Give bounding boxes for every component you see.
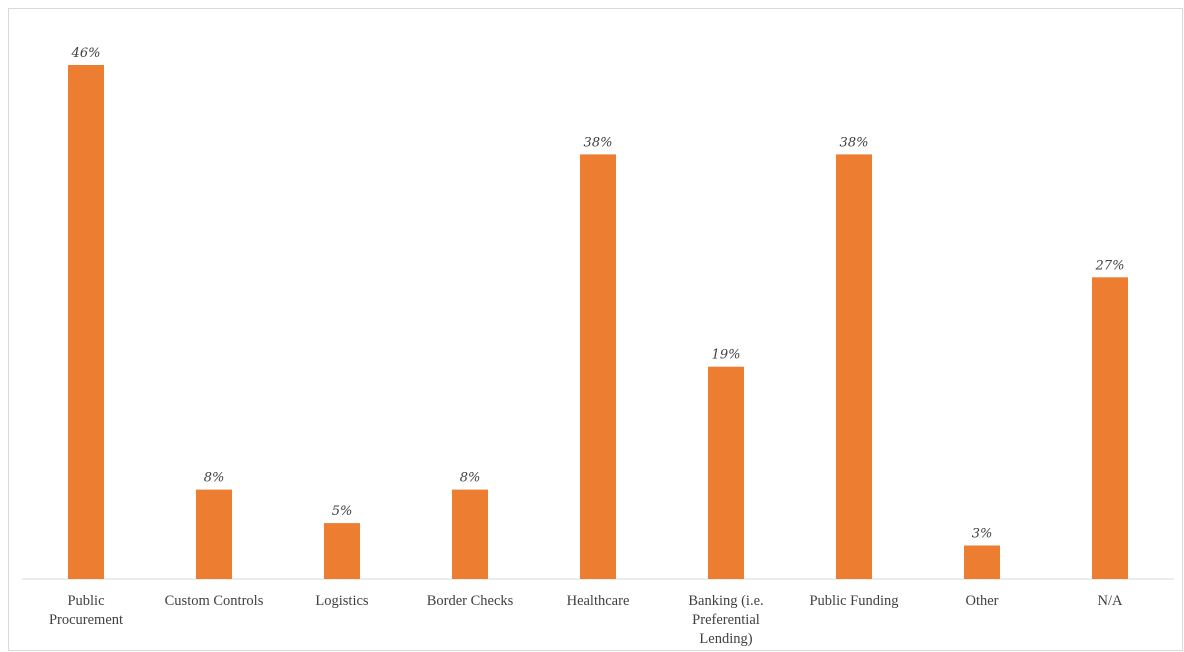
category-label-line: Custom Controls xyxy=(165,593,264,609)
bar xyxy=(68,65,104,579)
category-label: Banking (i.e. Preferential Lending) xyxy=(688,593,763,647)
category-label-line: Procurement xyxy=(49,612,123,628)
category-label: Public Procurement xyxy=(49,593,123,628)
category-label: Public Funding xyxy=(809,593,898,609)
data-label: 8% xyxy=(204,471,225,486)
category-label-line: Preferential xyxy=(692,612,760,628)
bar xyxy=(324,523,360,579)
category-label-line: Border Checks xyxy=(427,593,514,609)
category-label-line: Banking (i.e. xyxy=(688,593,763,609)
data-label: 46% xyxy=(71,46,101,61)
data-label: 3% xyxy=(972,527,993,542)
category-label: Logistics xyxy=(315,593,369,609)
category-label: Custom Controls xyxy=(165,593,264,609)
data-label: 5% xyxy=(332,504,353,519)
data-label: 19% xyxy=(712,348,741,363)
bar xyxy=(964,545,1000,579)
bar xyxy=(1092,277,1128,579)
data-label: 27% xyxy=(1095,258,1125,273)
data-label: 38% xyxy=(584,135,613,150)
bar xyxy=(580,154,616,579)
category-label-line: Lending) xyxy=(699,631,752,647)
category-label-line: Healthcare xyxy=(567,593,630,609)
category-label: Border Checks xyxy=(427,593,514,609)
category-label: N/A xyxy=(1098,593,1124,609)
bar xyxy=(836,154,872,579)
category-label: Healthcare xyxy=(567,593,630,609)
bar xyxy=(708,366,744,579)
category-label-line: Other xyxy=(965,593,998,609)
category-label: Other xyxy=(965,593,998,609)
bar xyxy=(452,489,488,579)
category-label-line: Logistics xyxy=(315,593,369,609)
data-label: 8% xyxy=(460,471,481,486)
data-label: 38% xyxy=(840,135,869,150)
category-label-line: Public Funding xyxy=(809,593,898,609)
category-label-line: N/A xyxy=(1098,593,1124,609)
bar xyxy=(196,489,232,579)
category-label-line: Public xyxy=(67,593,104,609)
